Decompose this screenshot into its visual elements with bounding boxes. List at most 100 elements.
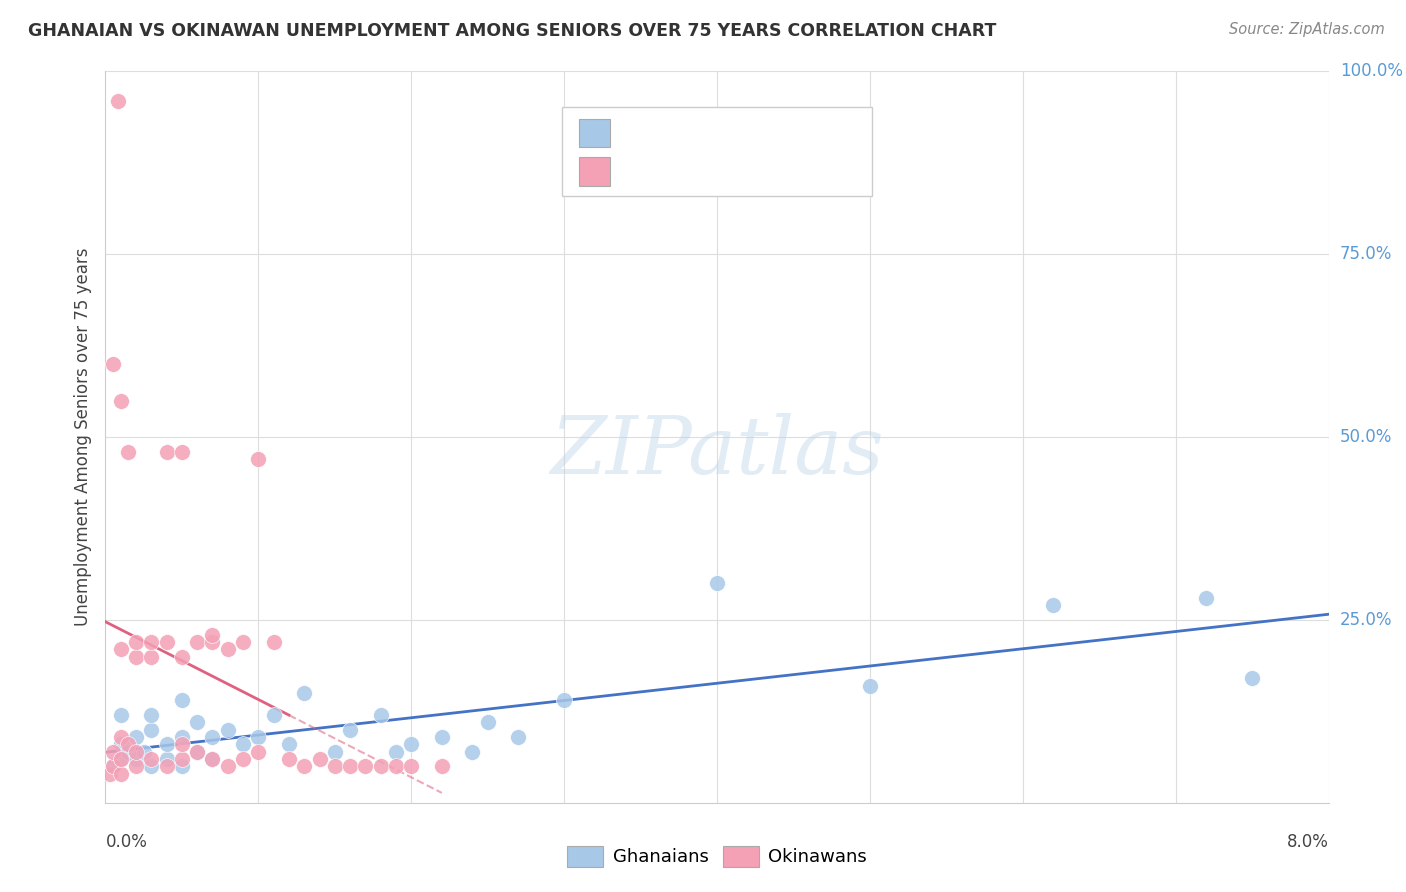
Point [278,737,301,751]
Point [430,730,453,744]
Point [339,759,361,773]
Point [101,759,124,773]
Text: ZIPatlas: ZIPatlas [550,413,884,491]
Point [339,723,361,737]
Text: 75.0%: 75.0% [1340,245,1392,263]
Text: 8.0%: 8.0% [1286,833,1329,851]
Point [247,730,270,744]
Point [186,745,208,759]
Point [170,444,193,458]
Point [117,737,139,751]
Point [292,759,315,773]
Point [101,357,124,371]
Point [308,752,330,766]
Point [141,708,163,723]
Point [125,649,148,664]
Point [278,752,301,766]
Point [232,752,254,766]
Point [247,745,270,759]
Point [170,693,193,707]
Point [110,752,132,766]
Point [553,693,575,707]
Point [125,745,148,759]
Text: 100.0%: 100.0% [1340,62,1403,80]
Point [508,730,530,744]
Point [110,393,132,408]
Point [125,752,148,766]
Point [399,737,422,751]
Point [370,708,392,723]
Point [170,649,193,664]
Point [141,635,163,649]
Point [263,708,285,723]
Point [292,686,315,700]
Point [125,730,148,744]
Point [101,759,124,773]
Point [323,759,346,773]
Point [141,752,163,766]
Point [110,752,132,766]
Point [107,94,129,108]
Point [1042,599,1064,613]
Text: Source: ZipAtlas.com: Source: ZipAtlas.com [1229,22,1385,37]
Point [110,737,132,751]
Text: R = 0.658   N = 44: R = 0.658 N = 44 [621,162,792,180]
Point [101,745,124,759]
Point [170,759,193,773]
Text: 50.0%: 50.0% [1340,428,1392,446]
Point [385,745,408,759]
Point [217,723,239,737]
Point [385,759,408,773]
Point [201,627,224,641]
Point [155,444,177,458]
Point [125,759,148,773]
Point [170,737,193,751]
Point [323,745,346,759]
Point [186,715,208,730]
Point [141,759,163,773]
Point [263,635,285,649]
Point [186,745,208,759]
Point [141,723,163,737]
Text: 0.0%: 0.0% [105,833,148,851]
Point [232,737,254,751]
Point [132,745,155,759]
Y-axis label: Unemployment Among Seniors over 75 years: Unemployment Among Seniors over 75 years [75,248,93,626]
Point [110,730,132,744]
Text: GHANAIAN VS OKINAWAN UNEMPLOYMENT AMONG SENIORS OVER 75 YEARS CORRELATION CHART: GHANAIAN VS OKINAWAN UNEMPLOYMENT AMONG … [28,22,997,40]
Point [477,715,499,730]
Point [170,730,193,744]
Legend: Ghanaians, Okinawans: Ghanaians, Okinawans [568,847,866,867]
Point [430,759,453,773]
Point [706,576,728,591]
Point [354,759,377,773]
Point [247,452,270,467]
Point [370,759,392,773]
Text: 25.0%: 25.0% [1340,611,1392,629]
Point [155,635,177,649]
Point [117,444,139,458]
Text: R = 0.221   N = 41: R = 0.221 N = 41 [621,124,792,142]
Point [201,730,224,744]
Point [98,766,121,780]
Point [201,635,224,649]
Point [141,649,163,664]
Point [110,642,132,657]
Point [125,635,148,649]
Point [399,759,422,773]
Point [155,759,177,773]
Point [110,766,132,780]
Point [1241,672,1264,686]
Point [201,752,224,766]
Point [186,635,208,649]
Point [1195,591,1218,605]
Point [217,759,239,773]
Point [859,679,882,693]
Point [117,745,139,759]
Point [201,752,224,766]
Point [110,708,132,723]
Point [155,752,177,766]
Point [461,745,484,759]
Point [232,635,254,649]
Point [155,737,177,751]
